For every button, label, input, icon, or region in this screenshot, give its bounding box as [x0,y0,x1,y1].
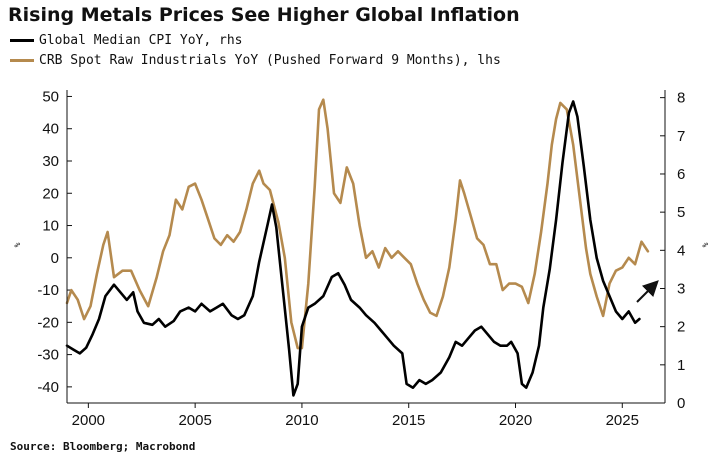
left-tick-label: 50 [42,88,59,105]
right-axis: 8 7 6 5 4 3 2 1 0 [660,90,685,412]
trend-arrow [636,280,659,303]
x-tick-label: 2010 [285,412,318,429]
x-tick-label: 2020 [499,412,532,429]
left-tick-label: 0 [51,250,59,267]
legend-label-crb-industrials: CRB Spot Raw Industrials YoY (Pushed For… [39,53,501,68]
left-axis-unit-label: % [13,242,22,247]
series-line-crb-industrials [65,98,650,350]
axis-lines [66,90,666,404]
legend-item-global-cpi: Global Median CPI YoY, rhs [10,33,243,48]
right-axis-unit-label: % [701,242,710,247]
x-tick-label: 2025 [606,412,639,429]
left-tick-label: 30 [42,153,59,170]
x-tick-label: 2015 [392,412,425,429]
left-axis: 50 40 30 20 10 0 -10 -20 -30 -40 [37,88,72,396]
x-tick-label: 2000 [72,412,105,429]
right-tick-label: 6 [677,166,685,183]
series-line-global-cpi [65,100,641,397]
x-axis: 2000 2005 2010 2015 2020 2025 [72,403,639,429]
right-tick-label: 5 [677,204,685,221]
left-tick-label: -20 [37,314,59,331]
legend-label-global-cpi: Global Median CPI YoY, rhs [39,33,243,48]
legend-item-crb-industrials: CRB Spot Raw Industrials YoY (Pushed For… [10,53,501,68]
right-tick-label: 7 [677,128,685,145]
right-tick-label: 0 [677,395,685,412]
left-tick-label: -10 [37,282,59,299]
x-tick-label: 2005 [178,412,211,429]
left-tick-label: -40 [37,379,59,396]
legend-swatch-gold [10,59,34,62]
right-tick-label: 4 [677,242,685,259]
left-tick-label: 10 [42,218,59,235]
chart-title: Rising Metals Prices See Higher Global I… [8,4,520,26]
left-tick-label: 40 [42,121,59,138]
left-tick-label: 20 [42,185,59,202]
right-tick-label: 3 [677,280,685,297]
right-tick-label: 2 [677,319,685,336]
left-tick-label: -30 [37,347,59,364]
right-tick-label: 8 [677,90,685,107]
series-layer [65,98,650,397]
legend-swatch-black [10,39,34,42]
source-note: Source: Bloomberg; Macrobond [10,440,196,453]
annotation-layer [636,280,659,303]
right-tick-label: 1 [677,357,685,374]
